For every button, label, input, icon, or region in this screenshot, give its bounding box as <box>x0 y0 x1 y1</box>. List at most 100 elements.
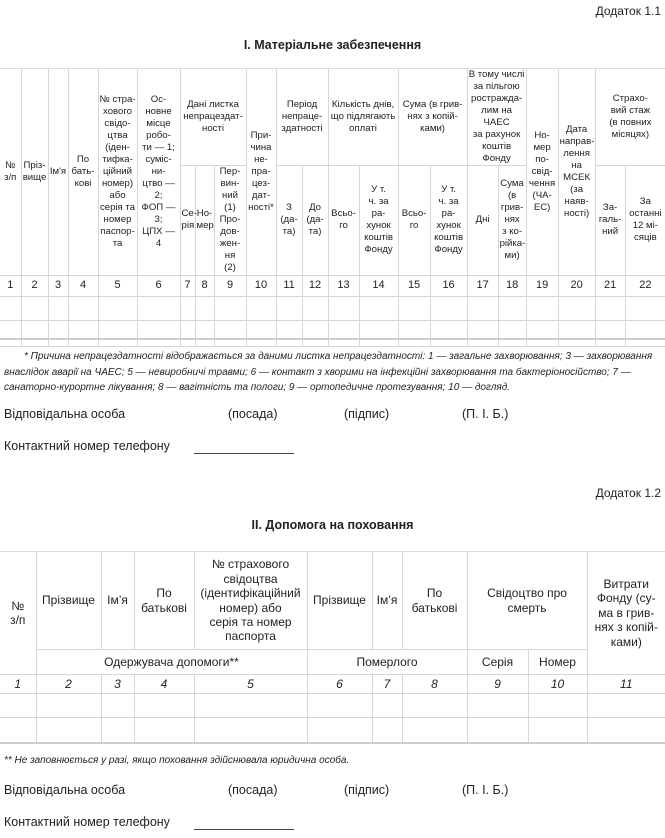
table-cell[interactable] <box>557 295 596 321</box>
table-cell[interactable] <box>429 295 468 321</box>
table-cell[interactable] <box>497 319 527 347</box>
table-cell[interactable] <box>466 717 529 743</box>
col-sum-fund: У т. ч. за ра- хунок коштів Фонду <box>429 164 468 276</box>
funeral-aid-table: № з/п Прізвище Ім’я По батькові № страхо… <box>0 551 665 743</box>
table-cell[interactable] <box>194 295 215 321</box>
col-period: Період непраце- здатності <box>275 68 329 166</box>
table-cell[interactable] <box>624 295 665 321</box>
table-cell[interactable] <box>100 717 135 743</box>
responsible-label: Відповідальна особа <box>4 783 126 797</box>
table-cell[interactable] <box>275 319 303 347</box>
table-cell[interactable] <box>397 295 431 321</box>
table-cell[interactable] <box>47 295 69 321</box>
table-cell[interactable] <box>594 295 626 321</box>
col-deceased: Померлого <box>306 649 468 675</box>
table-cell[interactable] <box>193 717 308 743</box>
column-number: 1 <box>0 274 22 297</box>
table-cell[interactable] <box>624 319 665 347</box>
table-cell[interactable] <box>97 319 138 347</box>
table-cell[interactable] <box>525 319 559 347</box>
table-cell[interactable] <box>371 717 403 743</box>
table-cell[interactable] <box>213 295 247 321</box>
col-sum: Сума (в грив- нях з копій- ками) <box>397 68 468 166</box>
header-row: № з/п Пріз- вище Ім'я По бать- кові № ст… <box>0 68 665 276</box>
table-cell[interactable] <box>133 717 195 743</box>
table-cell[interactable] <box>401 693 468 718</box>
footnote: ** Не заповнюється у разі, якщо похованн… <box>4 755 350 766</box>
table-cell[interactable] <box>527 693 588 718</box>
table-cell[interactable] <box>213 319 247 347</box>
annex-label: Додаток 1.1 <box>595 4 661 18</box>
col-patronymic: По бать- кові <box>67 68 99 276</box>
column-number: 5 <box>97 274 138 297</box>
table-cell[interactable] <box>67 295 99 321</box>
table-cell[interactable] <box>100 693 135 718</box>
table-cell[interactable] <box>179 295 196 321</box>
table-cell[interactable] <box>0 693 37 718</box>
column-number: 3 <box>47 274 69 297</box>
table-cell[interactable] <box>20 319 49 347</box>
table-cell[interactable] <box>466 295 499 321</box>
table-cell[interactable] <box>306 717 373 743</box>
table-cell[interactable] <box>67 319 99 347</box>
table-cell[interactable] <box>0 295 22 321</box>
column-number: 2 <box>35 674 102 694</box>
table-cell[interactable] <box>594 319 626 347</box>
table-cell[interactable] <box>586 693 665 718</box>
table-cell[interactable] <box>275 295 303 321</box>
column-number: 8 <box>194 274 215 297</box>
phone-field[interactable] <box>194 829 294 830</box>
table-cell[interactable] <box>557 319 596 347</box>
table-cell[interactable] <box>193 693 308 718</box>
divider <box>0 742 665 744</box>
table-cell[interactable] <box>306 693 373 718</box>
table-cell[interactable] <box>0 319 22 347</box>
col-series: Се- рія <box>180 164 197 276</box>
table-cell[interactable] <box>527 717 588 743</box>
table-cell[interactable] <box>136 319 181 347</box>
phone-label: Контактний номер телефону <box>4 439 170 453</box>
column-number: 14 <box>358 274 399 297</box>
table-cell[interactable] <box>301 319 329 347</box>
column-number: 7 <box>179 274 196 297</box>
table-cell[interactable] <box>358 295 399 321</box>
col-days-total: Всьо- го <box>327 164 360 276</box>
table-cell[interactable] <box>245 319 277 347</box>
table-cell[interactable] <box>301 295 329 321</box>
table-cell[interactable] <box>194 319 215 347</box>
col-deceased-surname: Прізвище <box>306 551 373 650</box>
table-cell[interactable] <box>179 319 196 347</box>
table-cell[interactable] <box>371 693 403 718</box>
table-cell[interactable] <box>497 295 527 321</box>
table-cell[interactable] <box>97 295 138 321</box>
table-cell[interactable] <box>466 693 529 718</box>
table-cell[interactable] <box>586 717 665 743</box>
col-stazh-12: За останні 12 мі- сяців <box>624 164 665 276</box>
table-cell[interactable] <box>401 717 468 743</box>
table-cell[interactable] <box>466 319 499 347</box>
column-number: 20 <box>557 274 596 297</box>
table-cell[interactable] <box>327 319 360 347</box>
table-row <box>0 693 665 718</box>
table-cell[interactable] <box>429 319 468 347</box>
column-number: 7 <box>371 674 403 694</box>
column-number: 9 <box>466 674 529 694</box>
table-cell[interactable] <box>35 693 102 718</box>
table-cell[interactable] <box>133 693 195 718</box>
col-number: Но- мер <box>194 164 215 276</box>
phone-label: Контактний номер телефону <box>4 815 170 829</box>
table-cell[interactable] <box>20 295 49 321</box>
table-cell[interactable] <box>525 295 559 321</box>
table-cell[interactable] <box>0 717 37 743</box>
col-sick-leave: Дані листка непрацездат- ності <box>179 68 247 166</box>
table-cell[interactable] <box>47 319 69 347</box>
table-cell[interactable] <box>327 295 360 321</box>
phone-field[interactable] <box>194 453 294 454</box>
table-cell[interactable] <box>136 295 181 321</box>
table-cell[interactable] <box>358 319 399 347</box>
table-cell[interactable] <box>245 295 277 321</box>
table-cell[interactable] <box>397 319 431 347</box>
table-cell[interactable] <box>35 717 102 743</box>
table-row <box>0 295 665 321</box>
column-number: 4 <box>67 274 99 297</box>
